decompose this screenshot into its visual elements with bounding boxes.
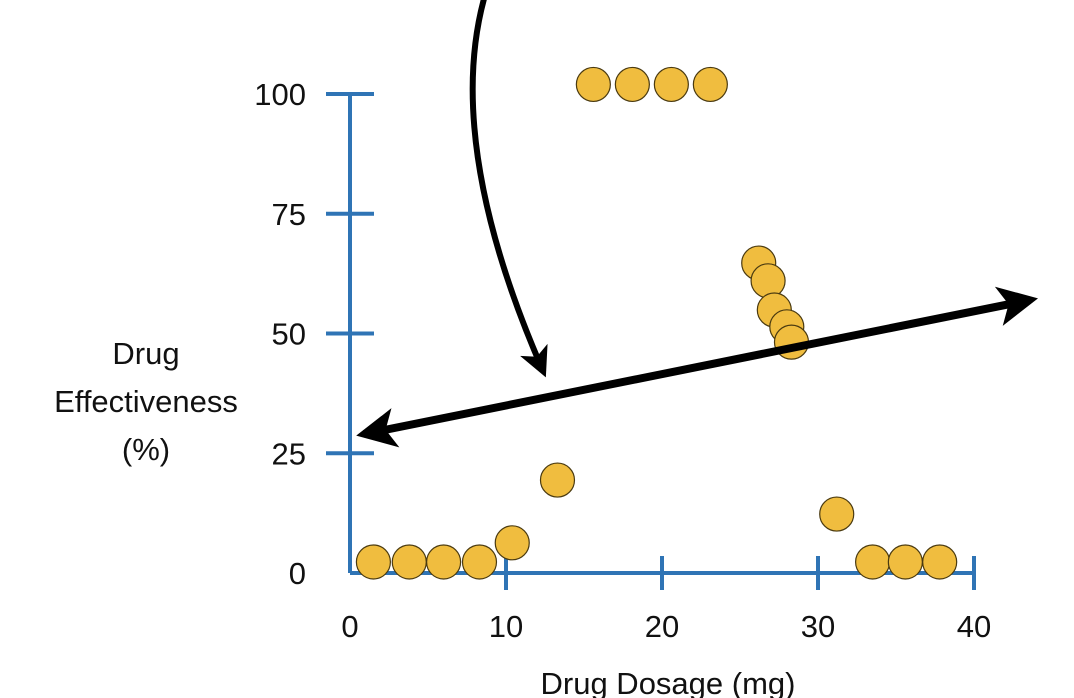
data-point [692,66,728,103]
y-axis-label-line-1: Drug [112,336,179,371]
data-point [539,462,576,498]
curved-arrow [469,0,548,378]
data-point [819,496,855,532]
y-tick-label: 50 [272,317,306,352]
axes: 0 10 20 30 40 0 25 50 75 100 [254,77,991,644]
x-axis-label: Drug Dosage (mg) [541,666,796,698]
x-tick-label: 10 [489,609,523,644]
annotations [356,0,1039,448]
data-point [854,544,891,580]
x-tick-label: 40 [957,609,991,644]
x-tick-label: 20 [645,609,679,644]
data-point [355,544,391,580]
data-point [614,66,650,103]
trend-line-double-arrow [356,286,1039,448]
y-tick-label: 0 [289,556,306,591]
x-tick-label: 0 [341,609,358,644]
axis-labels: Drug Effectiveness (%) Drug Dosage (mg) [54,336,795,698]
y-tick-label: 25 [272,436,306,471]
data-point [887,544,923,580]
data-points [355,66,958,580]
data-point [653,66,689,103]
data-point [426,544,462,580]
data-point [922,544,958,580]
data-point [750,263,786,299]
y-tick-label: 75 [272,197,306,232]
x-tick-label: 30 [801,609,835,644]
data-point [461,544,498,580]
y-axis-label-line-2: Effectiveness [54,384,238,419]
y-tick-label: 100 [254,77,306,112]
data-point [494,525,530,561]
data-point [575,66,611,103]
data-point [391,544,427,580]
y-axis-label-line-3: (%) [122,432,170,467]
